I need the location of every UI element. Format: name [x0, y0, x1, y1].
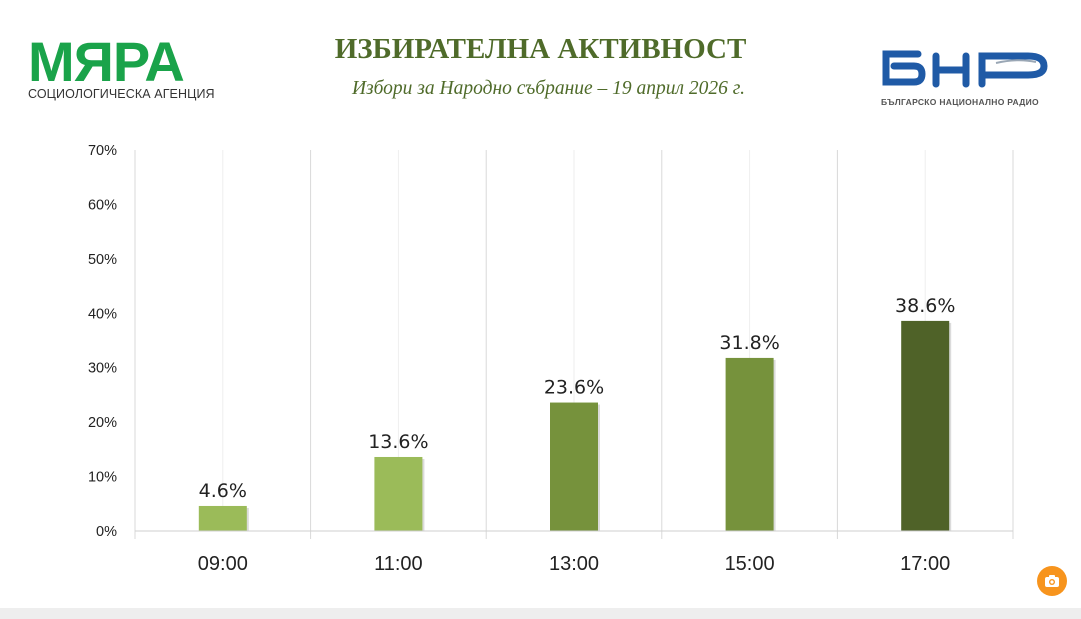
bnr-logo-mark — [882, 50, 1048, 88]
bar-value-label: 31.8% — [719, 332, 779, 354]
y-tick-label: 30% — [88, 361, 117, 377]
bar-value-label: 13.6% — [368, 431, 428, 453]
bar — [725, 357, 774, 531]
y-tick-label: 50% — [88, 252, 117, 268]
y-tick-label: 20% — [88, 415, 117, 431]
bar — [901, 320, 950, 531]
y-tick-label: 40% — [88, 306, 117, 322]
bar — [550, 402, 598, 531]
x-tick-label: 13:00 — [549, 553, 599, 575]
bar-value-label: 23.6% — [544, 377, 604, 399]
chart-bars — [198, 320, 952, 531]
myara-logo-brand: МЯРА — [28, 30, 185, 93]
y-tick-label: 60% — [88, 197, 117, 213]
camera-icon — [1045, 575, 1059, 587]
chart-data-labels: 4.6% 13.6% 23.6% 31.8% 38.6% — [199, 295, 956, 502]
bar-value-label: 38.6% — [895, 295, 955, 317]
slide-frame — [6, 6, 1080, 606]
page-subtitle: Избори за Народно събрание – 19 април 20… — [351, 78, 746, 99]
bnr-logo: БЪЛГАРСКО НАЦИОНАЛНО РАДИО — [878, 48, 1050, 110]
bottom-strip — [0, 608, 1081, 619]
page-title: ИЗБИРАТЕЛНА АКТИВНОСТ — [334, 33, 747, 65]
camera-button[interactable] — [1037, 566, 1067, 596]
x-tick-label: 09:00 — [198, 553, 248, 575]
y-tick-label: 10% — [88, 470, 117, 486]
bar — [374, 456, 423, 531]
myara-logo-sub: СОЦИОЛОГИЧЕСКА АГЕНЦИЯ — [28, 87, 215, 101]
x-tick-label: 17:00 — [900, 553, 950, 575]
y-tick-label: 0% — [96, 524, 117, 540]
x-axis-labels: 09:00 11:00 13:00 15:00 17:00 — [198, 553, 950, 575]
bar-value-label: 4.6% — [199, 480, 247, 502]
bar — [198, 505, 247, 531]
myara-logo: МЯРА СОЦИОЛОГИЧЕСКА АГЕНЦИЯ — [28, 30, 215, 102]
x-tick-label: 11:00 — [374, 553, 423, 575]
bnr-logo-tagline: БЪЛГАРСКО НАЦИОНАЛНО РАДИО — [881, 97, 1039, 107]
y-tick-label: 70% — [88, 143, 117, 159]
x-tick-label: 15:00 — [725, 553, 775, 575]
y-axis-ticks: 0% 10% 20% 30% 40% 50% 60% 70% — [88, 143, 117, 540]
